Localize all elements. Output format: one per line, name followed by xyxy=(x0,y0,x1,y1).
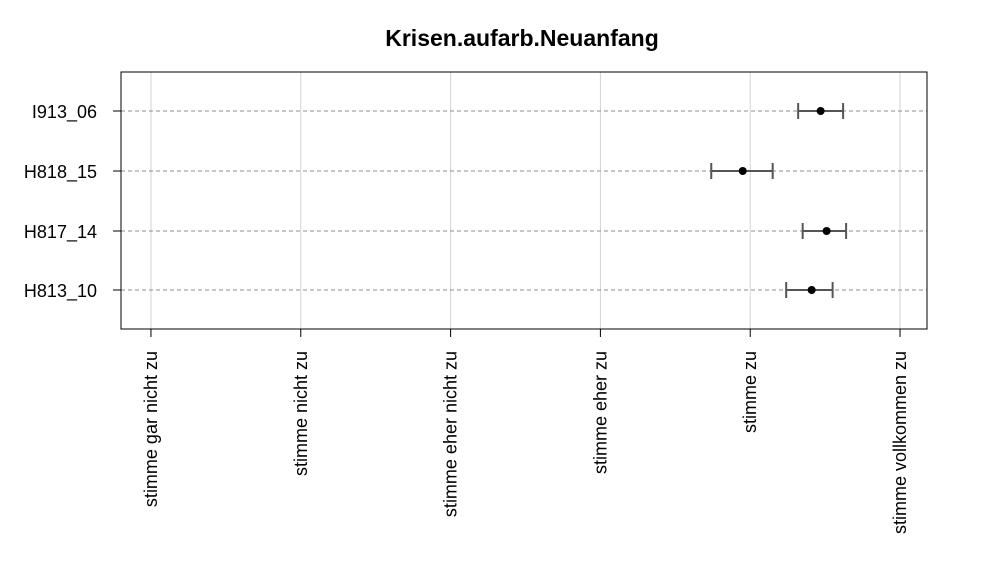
mean-point xyxy=(816,107,825,115)
x-tick-label: stimme gar nicht zu xyxy=(141,351,161,507)
chart-title: Krisen.aufarb.Neuanfang xyxy=(385,25,659,51)
x-tick-label: stimme zu xyxy=(740,351,760,433)
x-tick-label: stimme nicht zu xyxy=(291,351,311,476)
x-axis: stimme gar nicht zu stimme nicht zu stimme… xyxy=(141,329,910,534)
y-tick-label: H818_15 xyxy=(24,162,97,183)
plot-frame xyxy=(120,71,928,330)
x-tick-label: stimme eher nicht zu xyxy=(441,351,461,517)
mean-point xyxy=(738,167,747,175)
y-axis: I913_06 H818_15 H817_14 H813_10 xyxy=(24,102,121,302)
mean-point xyxy=(822,227,831,235)
x-tick-label: stimme eher zu xyxy=(590,351,610,474)
y-tick-label: I913_06 xyxy=(32,102,97,123)
grid-layer xyxy=(150,72,901,329)
mark-layer xyxy=(710,103,848,298)
y-tick-label: H817_14 xyxy=(24,222,97,243)
y-tick-label: H813_10 xyxy=(24,281,97,302)
x-tick-label: stimme vollkommen zu xyxy=(890,351,910,534)
row-layer xyxy=(121,110,927,291)
mean-point xyxy=(807,286,816,294)
